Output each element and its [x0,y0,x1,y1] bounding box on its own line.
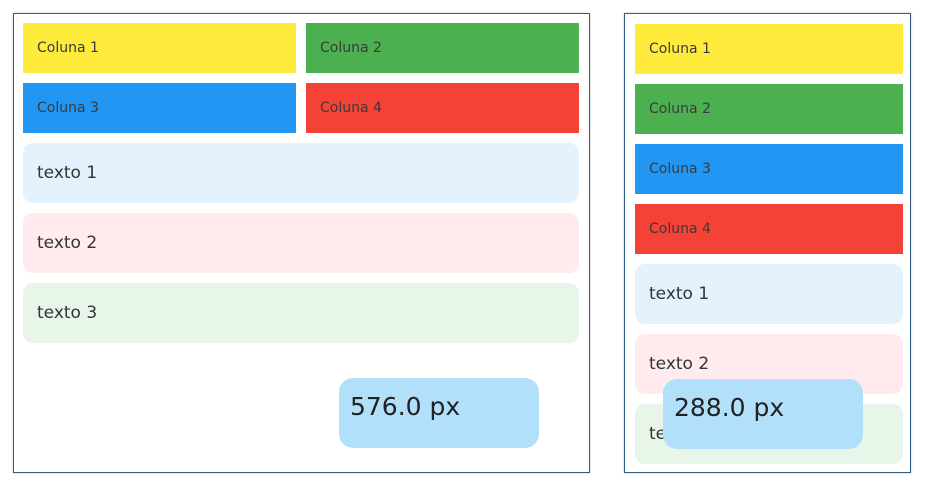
column-1: Coluna 1 [635,24,903,74]
width-badge-label: 288.0 px [674,393,785,422]
column-2: Coluna 2 [635,84,903,134]
column-1: Coluna 1 [23,23,296,73]
column-2-label: Coluna 2 [649,101,711,117]
column-4-label: Coluna 4 [649,221,711,237]
text-card-3-label: texto 3 [37,303,98,323]
column-4: Coluna 4 [635,204,903,254]
column-3: Coluna 3 [23,83,296,133]
width-badge: 288.0 px [663,379,863,449]
wide-layout-frame: Coluna 1 Coluna 2 Coluna 3 Coluna 4 text… [13,13,590,473]
text-card-2-label: texto 2 [649,354,710,374]
column-2: Coluna 2 [306,23,579,73]
narrow-layout-frame: Coluna 1 Coluna 2 Coluna 3 Coluna 4 text… [624,13,911,473]
text-card-1-label: texto 1 [649,284,710,304]
width-badge-label: 576.0 px [350,392,461,421]
text-card-2-label: texto 2 [37,233,98,253]
text-card-1: texto 1 [635,264,903,324]
column-3-label: Coluna 3 [37,100,99,116]
text-card-1: texto 1 [23,143,579,203]
column-2-label: Coluna 2 [320,40,382,56]
column-4-label: Coluna 4 [320,100,382,116]
column-3: Coluna 3 [635,144,903,194]
column-4: Coluna 4 [306,83,579,133]
column-1-label: Coluna 1 [37,40,99,56]
text-card-2: texto 2 [23,213,579,273]
column-1-label: Coluna 1 [649,41,711,57]
width-badge: 576.0 px [339,378,539,448]
text-card-1-label: texto 1 [37,163,98,183]
text-card-3: texto 3 [23,283,579,343]
column-3-label: Coluna 3 [649,161,711,177]
